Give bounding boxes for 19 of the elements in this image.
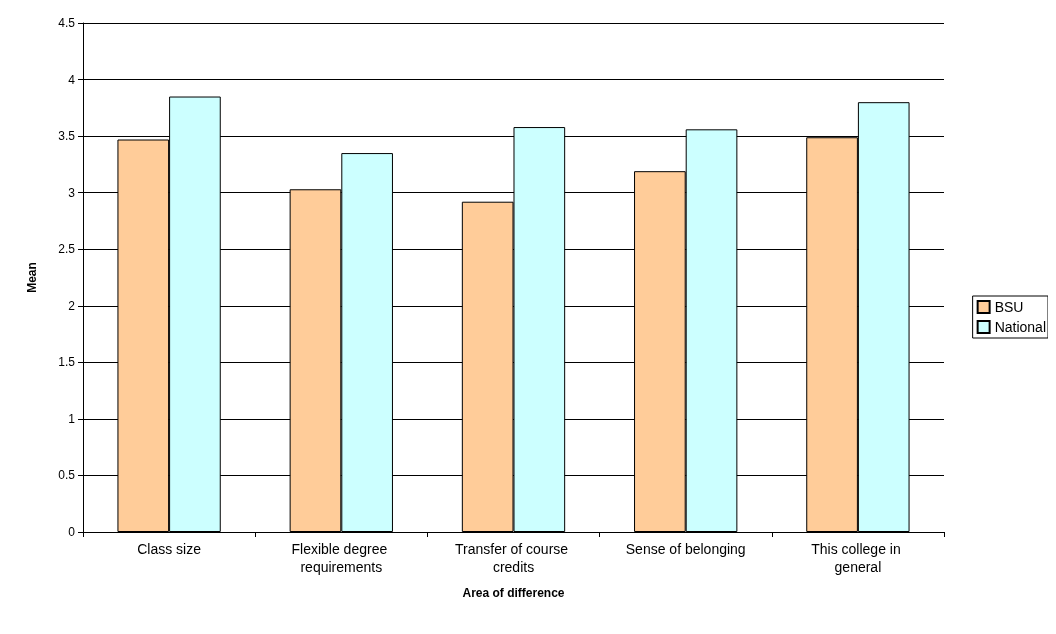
x-tick-label: Sense of belonging [625,541,746,557]
x-tick-label: Class size [137,541,202,557]
y-tick-label: 2 [68,298,76,313]
x-axis-title: Area of difference [462,586,565,600]
y-tick-label: 0 [68,525,76,539]
legend-label: National [994,319,1047,335]
y-tick-label: 4.5 [58,16,76,30]
y-axis-title: Mean [25,262,39,293]
y-tick-label: 0.5 [58,468,76,483]
y-tick-label: 1 [68,411,76,426]
legend-label: BSU [994,299,1024,315]
y-tick-label: 3 [68,185,76,200]
x-tick-label: Flexible degree requirements [291,541,392,575]
y-tick-label: 3.5 [58,129,76,144]
y-tick-label: 4 [68,72,76,87]
y-tick-label: 1.5 [58,355,76,370]
y-tick-label: 2.5 [58,242,76,257]
x-tick-label: Transfer of course credits [455,541,572,575]
x-tick-label: This college in general [811,541,905,575]
